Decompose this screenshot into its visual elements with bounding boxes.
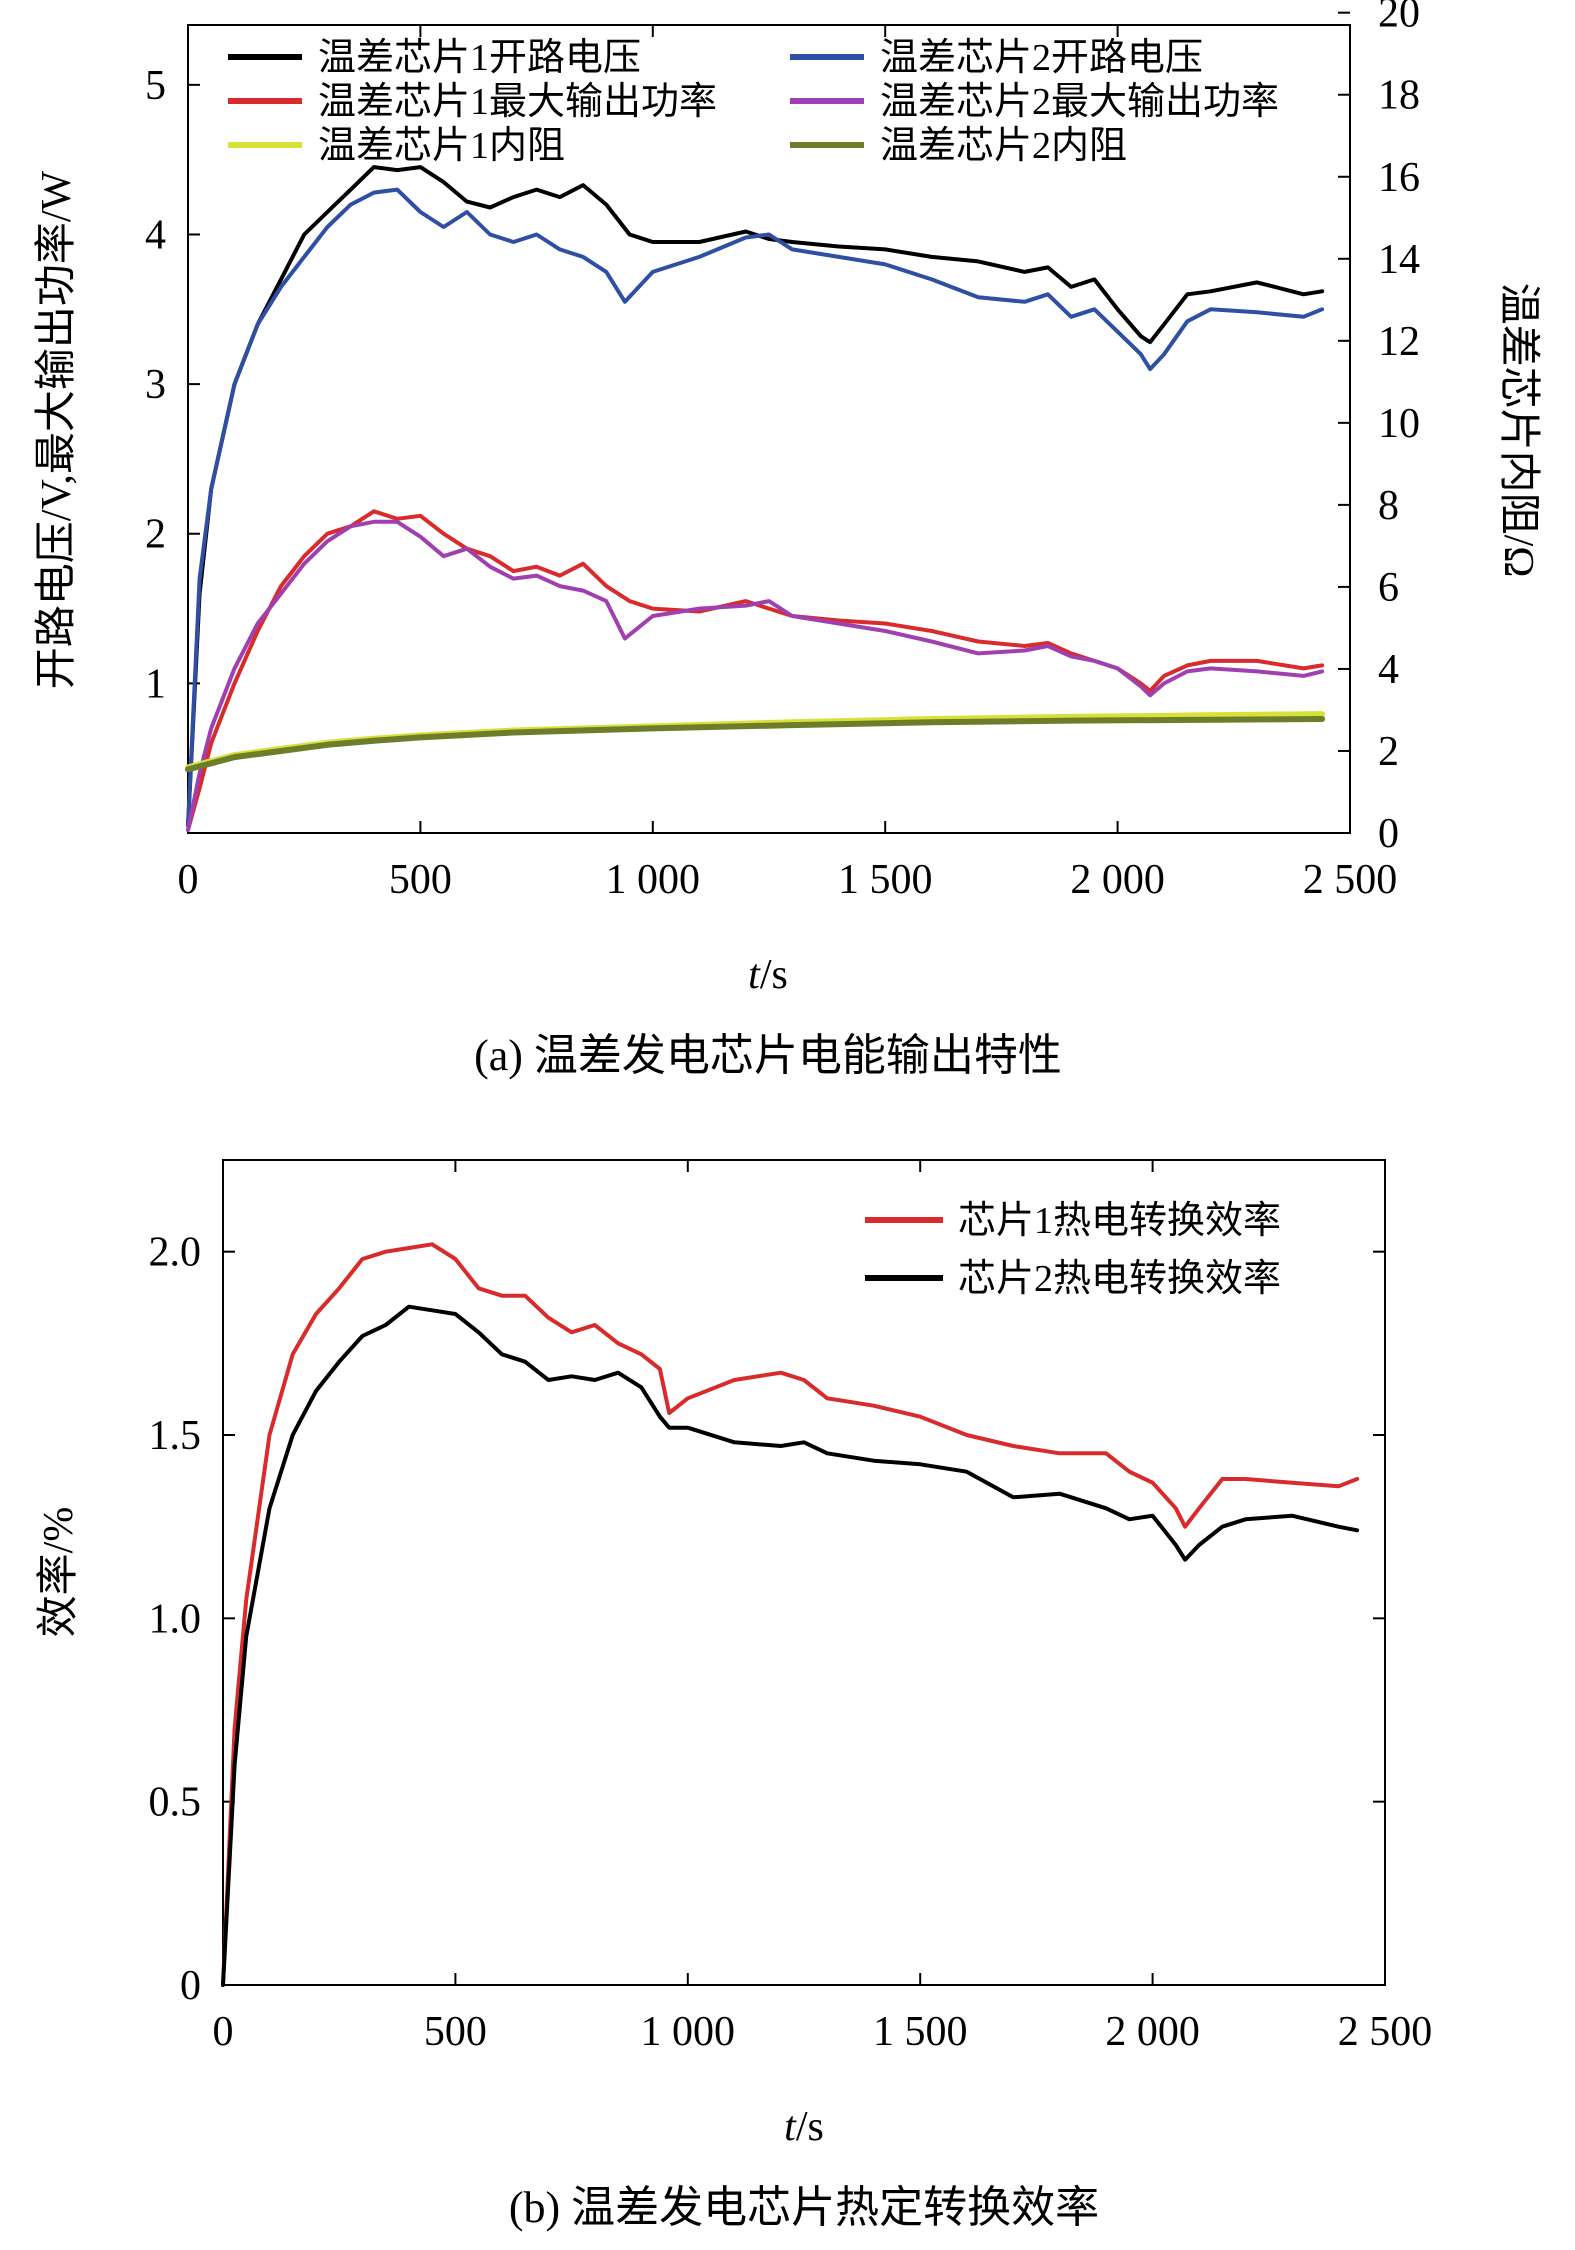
legend-b-label-1: 芯片1热电转换效率 [958, 1200, 1281, 1242]
chart-a-y-tick-label: 1 [145, 661, 166, 707]
chart-b-series [221, 1242, 1360, 1987]
chart-a-legend: 温差芯片1开路电压 温差芯片1最大输出功率 温差芯片1内阻 温差芯片2开路电压 … [228, 37, 1279, 167]
chart-a-x-tick-label: 0 [178, 857, 199, 903]
chart-b-y-tick-label: 0 [180, 1963, 201, 2009]
chart-b-y-tick-label: 0.5 [149, 1780, 202, 1826]
chart-a-series-line-6 [185, 716, 1326, 773]
legend-a-label-2: 温差芯片1最大输出功率 [318, 81, 717, 123]
chart-a-x-ticks: 0 500 1 000 1 500 2 000 2 500 [178, 25, 1398, 903]
chart-a-y2-tick-label: 14 [1378, 237, 1420, 283]
chart-a-y2-tick-label: 8 [1378, 483, 1399, 529]
chart-a-series-line-1 [186, 165, 1325, 828]
chart-a-y-ticks: 1 2 3 4 5 [145, 63, 200, 707]
chart-a-x-tick-label: 2 000 [1070, 857, 1165, 903]
chart-b-x-tick-label: 1 000 [641, 2009, 736, 2055]
chart-a-series [185, 165, 1326, 832]
chart-b-legend: 芯片1热电转换效率 芯片2热电转换效率 [865, 1200, 1281, 1300]
chart-a-x-tick-label: 1 000 [606, 857, 701, 903]
chart-a-series-line-3 [186, 509, 1325, 832]
chart-b-x-axis-title-var: t [784, 2104, 797, 2150]
chart-b-series-line-1 [221, 1242, 1360, 1987]
chart-a-y2-tick-label: 0 [1378, 811, 1399, 857]
chart-b-y-axis-title: 效率/% [35, 1507, 82, 1638]
chart-a-y2-tick-label: 4 [1378, 647, 1399, 693]
chart-a-y-tick-label: 2 [145, 512, 166, 558]
chart-a-y-tick-label: 4 [145, 212, 166, 258]
chart-a-y2-tick-label: 16 [1378, 155, 1420, 201]
chart-b-x-tick-label: 1 500 [873, 2009, 968, 2055]
legend-a-label-6: 温差芯片2内阻 [880, 125, 1127, 167]
chart-b-x-axis-title: t/s [784, 2104, 824, 2150]
chart-b-series-line-2 [221, 1304, 1360, 1987]
chart-b-x-axis-title-unit: /s [796, 2104, 824, 2150]
chart-a-y2-ticks: 0 2 4 6 8 10 12 14 16 18 20 [1338, 0, 1420, 857]
chart-a-x-axis-title-var: t [748, 952, 761, 998]
chart-b-y-tick-label: 1.5 [149, 1413, 202, 1459]
chart-a-y-axis-title: 开路电压/V,最大输出功率/W [33, 170, 80, 689]
legend-a-label-4: 温差芯片2开路电压 [880, 37, 1203, 79]
chart-a-y2-tick-label: 20 [1378, 0, 1420, 37]
chart-a-x-tick-label: 2 500 [1303, 857, 1398, 903]
chart-b-x-tick-label: 2 500 [1338, 2009, 1433, 2055]
chart-b-x-ticks: 0 500 1 000 1 500 2 000 2 500 [213, 1160, 1433, 2055]
chart-a-y2-axis-title: 温差芯片内阻/Ω [1495, 283, 1541, 578]
chart-a-y2-tick-label: 10 [1378, 401, 1420, 447]
legend-a-label-1: 温差芯片1开路电压 [318, 37, 641, 79]
chart-b-x-tick-label: 0 [213, 2009, 234, 2055]
chart-a-y-tick-label: 3 [145, 362, 166, 408]
chart-b-caption: (b) 温差发电芯片热定转换效率 [509, 2183, 1099, 2232]
chart-a-plot-frame [187, 24, 1351, 834]
legend-b-label-2: 芯片2热电转换效率 [958, 1258, 1281, 1300]
chart-a-y2-tick-label: 12 [1378, 319, 1420, 365]
chart-a-x-axis-title-unit: /s [760, 952, 788, 998]
chart-a-series-line-4 [186, 519, 1325, 832]
chart-b-plot-frame [222, 1159, 1386, 1986]
chart-a-series-line-2 [186, 187, 1325, 828]
chart-b-y-tick-label: 2.0 [149, 1230, 202, 1276]
chart-b-x-tick-label: 500 [424, 2009, 487, 2055]
chart-b-x-tick-label: 2 000 [1105, 2009, 1200, 2055]
chart-b-y-tick-label: 1.0 [149, 1596, 202, 1642]
legend-a-label-3: 温差芯片1内阻 [318, 125, 565, 167]
chart-a-x-tick-label: 500 [389, 857, 452, 903]
chart-b: 0 500 1 000 1 500 2 000 2 500 0 0.5 1.0 1.5 2.0 芯… [35, 1159, 1433, 2232]
chart-a-y2-tick-label: 2 [1378, 729, 1399, 775]
chart-a-caption: (a) 温差发电芯片电能输出特性 [474, 1031, 1062, 1080]
chart-a-y2-tick-label: 6 [1378, 565, 1399, 611]
chart-a-y-tick-label: 5 [145, 63, 166, 109]
legend-a-label-5: 温差芯片2最大输出功率 [880, 81, 1279, 123]
chart-b-y-ticks: 0 0.5 1.0 1.5 2.0 [149, 1230, 1385, 2009]
chart-a-x-tick-label: 1 500 [838, 857, 933, 903]
chart-a-x-axis-title: t/s [748, 952, 788, 998]
chart-a-y2-tick-label: 18 [1378, 73, 1420, 119]
